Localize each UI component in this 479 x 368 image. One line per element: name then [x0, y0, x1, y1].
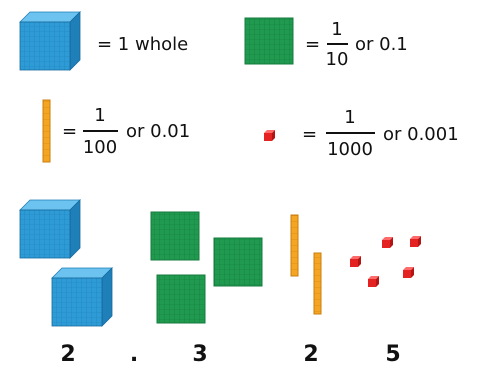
denominator: 1000	[327, 139, 373, 160]
equals: =	[302, 124, 317, 145]
digit: 2	[303, 342, 318, 367]
flat	[151, 212, 199, 260]
unit	[350, 256, 361, 267]
decimal: or 0.001	[383, 124, 459, 145]
cube	[20, 200, 80, 258]
digit: 5	[385, 342, 400, 367]
equals: =	[62, 121, 77, 142]
denominator: 10	[326, 49, 349, 70]
unit	[382, 237, 393, 248]
digit: 2	[60, 342, 75, 367]
denominator: 100	[83, 137, 117, 158]
decimal: or 0.1	[355, 34, 408, 55]
flat	[214, 238, 262, 286]
decimal: or 0.01	[126, 121, 190, 142]
unit	[368, 276, 379, 287]
base-ten-diagram: = 1 whole = 1 10 or 0.1 = 1 100 or 0.01 …	[0, 0, 479, 368]
rod	[291, 215, 298, 276]
unit	[410, 236, 421, 247]
flat-icon	[245, 18, 293, 64]
numerator: 1	[344, 107, 355, 128]
decimal-point: .	[130, 342, 138, 367]
flat	[157, 275, 205, 323]
numerator: 1	[94, 105, 105, 126]
numerator: 1	[331, 19, 342, 40]
cube	[52, 268, 112, 326]
equals: =	[305, 34, 320, 55]
rod-icon	[43, 100, 50, 162]
legend-text: = 1 whole	[97, 34, 188, 55]
cube-icon	[20, 12, 80, 70]
unit-icon	[264, 130, 275, 141]
rod	[314, 253, 321, 314]
unit	[403, 267, 414, 278]
digit: 3	[192, 342, 207, 367]
